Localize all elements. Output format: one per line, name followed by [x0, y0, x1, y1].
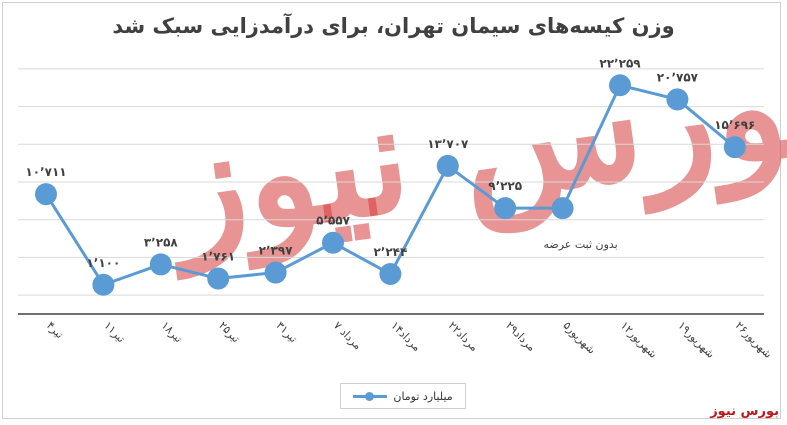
x-tick-label: ۲۲مرداد	[446, 319, 481, 354]
x-tick-label: ۷ مرداد	[331, 319, 364, 352]
data-labels: ۱۰٬۷۱۱ ۱٬۱۰۰ ۳٬۲۵۸ ۱٬۷۶۱ ۲٬۳۹۷ ۵٬۵۵۷ ۲٬۲۴۴ ۱۳٬۷…	[25, 56, 755, 269]
data-label: ۱۳٬۷۰۷	[427, 137, 469, 151]
data-point	[149, 253, 172, 276]
data-point	[609, 74, 631, 97]
data-label: ۲۲٬۲۵۹	[599, 56, 641, 70]
data-label: ۱٬۷۶۱	[201, 250, 235, 264]
data-point	[379, 262, 402, 285]
data-point	[551, 197, 574, 220]
x-tick-label: ۱۸تیر	[159, 319, 185, 345]
x-tick-label: ۱۱تیر	[101, 319, 127, 345]
x-tick-label: ۲۵تیر	[216, 319, 242, 345]
data-point	[35, 183, 57, 206]
data-point	[723, 136, 746, 159]
data-point	[207, 267, 230, 290]
x-tick-label: ۱۹شهریور	[675, 319, 717, 361]
legend: میلیارد تومان	[340, 383, 466, 409]
gridlines	[18, 68, 764, 296]
data-label: ۱٬۱۰۰	[86, 256, 120, 270]
data-point	[494, 197, 517, 220]
x-tick-labels: ۴تیر ۱۱تیر ۱۸تیر ۲۵تیر ۳۱تیر ۷ مرداد ۱۴مرداد ۲۲…	[44, 319, 775, 361]
data-label: ۱۰٬۷۱۱	[25, 165, 66, 179]
x-tick-label: ۴تیر	[44, 319, 66, 341]
x-tick-label: ۱۲شهریور	[618, 319, 660, 361]
data-label: ۲٬۲۴۴	[373, 245, 407, 259]
x-tick-label: ۵شهریور	[560, 319, 598, 357]
x-tick-label: ۱۴مرداد	[388, 319, 423, 354]
data-point	[436, 154, 459, 177]
x-tick-label: ۲۶شهریور	[733, 319, 775, 361]
data-label: ۳٬۲۵۸	[144, 235, 179, 249]
data-point	[322, 231, 344, 254]
x-tick-label: ۳۱تیر	[273, 319, 299, 345]
chart-title: وزن کیسه‌های سیمان تهران، برای درآمدزایی…	[112, 14, 675, 38]
data-label: ۲۰٬۷۵۷	[657, 70, 699, 84]
legend-label: میلیارد تومان	[393, 389, 453, 403]
data-points	[35, 74, 746, 296]
data-label: ۵٬۵۵۷	[316, 214, 351, 228]
data-point	[666, 88, 689, 111]
data-label: ۹٬۲۲۵	[488, 179, 522, 193]
chart-frame	[2, 2, 781, 419]
data-label: ۱۵٬۶۹۶	[714, 118, 755, 132]
legend-swatch	[353, 392, 388, 401]
source-logo: بورس نیوز	[710, 404, 779, 419]
data-point	[264, 261, 287, 284]
x-tick-label: ۲۹مرداد	[503, 319, 538, 354]
data-label: بدون ثبت عرضه	[543, 238, 617, 251]
data-point	[92, 273, 115, 296]
data-label: ۲٬۳۹۷	[259, 244, 294, 258]
